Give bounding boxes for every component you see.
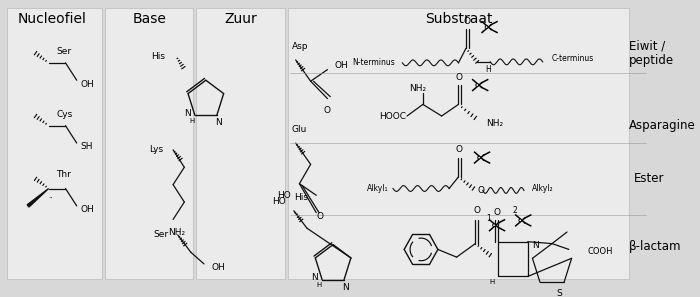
Text: 1: 1 xyxy=(486,214,491,223)
Text: Asparagine: Asparagine xyxy=(629,119,696,132)
Text: Zuur: Zuur xyxy=(225,12,258,26)
Text: C-terminus: C-terminus xyxy=(552,53,594,62)
Text: Substraat: Substraat xyxy=(425,12,492,26)
Text: ..: .. xyxy=(48,193,52,199)
Text: His: His xyxy=(294,193,308,202)
Text: H: H xyxy=(489,279,495,285)
FancyBboxPatch shape xyxy=(6,8,101,279)
FancyBboxPatch shape xyxy=(288,8,629,279)
Text: Ser: Ser xyxy=(56,47,71,56)
Text: SH: SH xyxy=(80,143,93,151)
Text: S: S xyxy=(556,289,562,297)
Circle shape xyxy=(477,156,480,159)
Text: OH: OH xyxy=(80,205,94,214)
Text: Asp: Asp xyxy=(292,42,309,51)
Text: O: O xyxy=(477,186,484,195)
Text: Ester: Ester xyxy=(634,172,664,185)
Text: Ser: Ser xyxy=(153,230,169,239)
Text: Glu: Glu xyxy=(292,125,307,134)
FancyBboxPatch shape xyxy=(105,8,193,279)
Circle shape xyxy=(485,26,488,29)
Circle shape xyxy=(519,219,522,222)
Text: HO: HO xyxy=(272,197,286,206)
Text: OH: OH xyxy=(80,80,94,89)
FancyBboxPatch shape xyxy=(197,8,285,279)
Text: HOOC: HOOC xyxy=(379,111,406,121)
Text: OH: OH xyxy=(211,263,225,272)
Text: O: O xyxy=(463,17,470,26)
Text: NH₂: NH₂ xyxy=(168,228,186,238)
Text: N: N xyxy=(312,273,318,282)
Text: OH: OH xyxy=(335,61,349,70)
Text: N: N xyxy=(184,109,190,118)
Text: NH₂: NH₂ xyxy=(486,119,504,128)
Text: COOH: COOH xyxy=(587,247,613,256)
Text: O: O xyxy=(494,208,500,217)
Text: H: H xyxy=(316,282,322,288)
Text: H: H xyxy=(190,118,195,124)
Text: N: N xyxy=(216,119,222,127)
Polygon shape xyxy=(27,189,49,207)
Text: N-terminus: N-terminus xyxy=(352,58,395,67)
Text: H: H xyxy=(486,65,491,74)
Circle shape xyxy=(493,224,496,227)
Text: His: His xyxy=(150,52,164,61)
Text: O: O xyxy=(456,145,463,154)
Text: Nucleofiel: Nucleofiel xyxy=(18,12,86,26)
Text: Eiwit /
peptide: Eiwit / peptide xyxy=(629,39,674,67)
Text: 2: 2 xyxy=(512,206,517,215)
Text: Lys: Lys xyxy=(150,145,164,154)
Text: O: O xyxy=(456,73,463,82)
Text: Alkyl₂: Alkyl₂ xyxy=(531,184,553,193)
Circle shape xyxy=(476,84,479,86)
Text: Base: Base xyxy=(132,12,167,26)
Text: O: O xyxy=(316,212,323,221)
Text: O: O xyxy=(474,206,481,215)
Text: β-lactam: β-lactam xyxy=(629,240,681,253)
Text: Thr: Thr xyxy=(56,170,71,179)
Text: NH₂: NH₂ xyxy=(409,84,426,94)
Text: Cys: Cys xyxy=(56,110,72,119)
Text: Alkyl₁: Alkyl₁ xyxy=(367,184,389,193)
Text: O: O xyxy=(324,106,331,115)
Text: N: N xyxy=(342,283,349,292)
Text: N: N xyxy=(532,241,538,250)
Text: HO: HO xyxy=(278,191,291,200)
